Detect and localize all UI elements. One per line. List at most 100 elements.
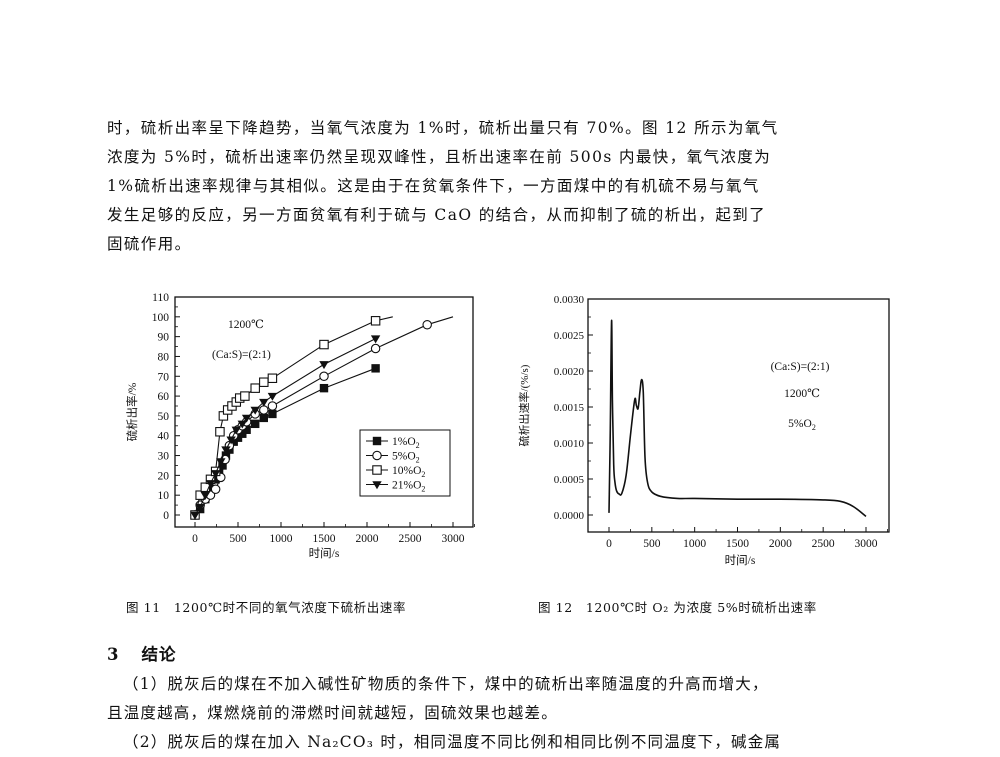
marker-filled-triangle (237, 420, 247, 429)
marker-filled-square (371, 364, 380, 373)
marker-open-circle (372, 450, 382, 461)
marker-open-circle (210, 484, 221, 494)
marker-filled-square (238, 429, 247, 438)
marker-filled-triangle (372, 481, 382, 490)
x-tick-label: 1000 (270, 533, 293, 545)
marker-open-square (215, 427, 225, 437)
marker-open-square (240, 391, 250, 401)
conclusion-line: （1）脱灰后的煤在不加入碱性矿物质的条件下，煤中的硫析出率随温度的升高而增大， (123, 675, 769, 693)
marker-open-square (267, 373, 278, 384)
x-tick-label: 2500 (399, 533, 422, 545)
y-tick-label: 110 (152, 292, 169, 304)
intro-line: 1%硫析出速率规律与其相似。这是由于在贫氧条件下，一方面煤中的有机硫不易与氧气 (107, 177, 760, 195)
x-tick-label: 2000 (356, 533, 379, 545)
marker-filled-triangle (195, 503, 205, 512)
figure-12: 0.0000 0.0005 0.0010 0.0015 0.0020 0.0025 0.00… (515, 285, 900, 585)
legend-label: 1%O2 (392, 436, 420, 450)
legend-label: 21%O2 (392, 480, 425, 494)
marker-filled-square (211, 475, 220, 484)
marker-filled-triangle (216, 458, 226, 467)
marker-filled-square (206, 485, 215, 494)
marker-open-circle (370, 343, 381, 354)
figure-12-caption: 图 12 1200℃时 O₂ 为浓度 5%时硫析出速率 (538, 600, 817, 615)
y-tick-label: 0.0025 (554, 330, 585, 342)
marker-filled-triangle (241, 414, 252, 423)
marker-open-square (372, 465, 382, 475)
marker-filled-square (242, 425, 251, 434)
marker-filled-triangle (190, 511, 200, 520)
marker-filled-square (229, 437, 238, 446)
x-tick-label: 500 (229, 533, 247, 545)
x-tick-label: 500 (643, 538, 661, 550)
marker-open-square (200, 482, 211, 493)
figure-11-caption: 图 11 1200℃时不同的氧气浓度下硫析出速率 (126, 600, 407, 615)
x-tick-label: 2500 (812, 538, 835, 550)
x-tick-label: 1000 (683, 538, 706, 550)
y-tick-label: 0.0010 (554, 438, 585, 450)
y-tick-label: 80 (158, 351, 170, 363)
y-tick-label: 0.0030 (554, 294, 585, 306)
x-tick-label: 0 (192, 533, 198, 545)
figure-11: 0 10 20 30 40 50 60 70 80 90 100 110 0 500 1000 1500 200… (120, 285, 490, 585)
marker-open-circle (259, 405, 269, 415)
y-tick-label: 0.0015 (554, 402, 585, 414)
marker-open-circle (267, 401, 278, 411)
x-tick-label: 0 (606, 538, 612, 550)
annotation-temperature: 1200℃ (784, 388, 820, 400)
marker-filled-triangle (210, 470, 221, 479)
marker-filled-square (259, 413, 268, 423)
chart-sulfur-release-rate: 0.0000 0.0005 0.0010 0.0015 0.0020 0.0025 0.00… (517, 294, 890, 567)
conclusion-line: （2）脱灰后的煤在加入 Na₂CO₃ 时，相同温度不同比例和相同比例不同温度下，… (123, 733, 782, 751)
y-tick-label: 40 (158, 431, 170, 443)
marker-filled-triangle (259, 398, 269, 407)
conclusion-line: 且温度越高，煤燃烧前的滞燃时间就越短，固硫效果也越差。 (107, 704, 558, 722)
series-21%O₂ (190, 335, 381, 520)
y-tick-label: 60 (158, 391, 170, 403)
section-number: 3 (107, 645, 120, 664)
y-tick-label: 0.0000 (554, 510, 585, 522)
x-axis-label: 时间/s (725, 554, 756, 567)
y-axis-label: 硫析出率/% (125, 382, 139, 441)
intro-line: 固硫作用。 (107, 235, 192, 253)
marker-filled-triangle (221, 446, 231, 455)
marker-open-square (259, 377, 269, 387)
annotation-ratio: (Ca:S)=(2:1) (212, 349, 271, 361)
y-tick-label: 70 (158, 371, 170, 383)
marker-filled-square (218, 461, 227, 470)
x-tick-label: 1500 (726, 538, 749, 550)
x-tick-label: 3000 (855, 538, 878, 550)
annotation-temperature: 1200℃ (228, 319, 264, 331)
marker-filled-triangle (200, 491, 211, 500)
intro-line: 发生足够的反应，另一方面贫氧有利于硫与 CaO 的结合，从而抑制了硫的析出，起到… (107, 206, 767, 224)
x-tick-label: 3000 (442, 533, 465, 545)
y-tick-label: 100 (152, 312, 170, 324)
marker-filled-triangle (267, 392, 278, 401)
y-axis-label: 硫析出速率/(%/s) (517, 364, 531, 446)
x-axis-label: 时间/s (309, 547, 340, 560)
marker-filled-triangle (226, 436, 236, 445)
marker-filled-square (251, 419, 260, 429)
legend-label: 5%O2 (392, 451, 420, 465)
annotation-ratio: (Ca:S)=(2:1) (771, 361, 830, 373)
y-tick-label: 30 (158, 451, 170, 463)
marker-filled-square (372, 436, 382, 446)
chart-sulfur-release-ratio: 0 10 20 30 40 50 60 70 80 90 100 110 0 500 1000 1500 200… (125, 292, 475, 560)
marker-filled-triangle (370, 335, 381, 344)
section-heading: 3 结论 (107, 641, 176, 665)
annotation-oxygen: 5%O2 (788, 418, 816, 432)
intro-line: 时，硫析出率呈下降趋势，当氧气浓度为 1%时，硫析出量只有 70%。图 12 所… (107, 119, 779, 137)
series-5%O2 (608, 319, 867, 518)
marker-filled-triangle (205, 480, 216, 488)
intro-line: 浓度为 5%时，硫析出速率仍然呈现双峰性，且析出速率在前 500s 内最快，氧气… (107, 148, 772, 166)
marker-filled-triangle (319, 361, 329, 370)
x-tick-label: 2000 (769, 538, 792, 550)
y-tick-label: 0.0005 (554, 474, 585, 486)
marker-filled-square (319, 383, 329, 393)
plot-frame (587, 298, 890, 533)
legend-label: 10%O2 (392, 465, 425, 479)
marker-filled-triangle (250, 406, 260, 415)
marker-open-circle (422, 319, 432, 330)
y-tick-label: 0.0020 (554, 366, 585, 378)
y-tick-label: 90 (158, 332, 170, 344)
